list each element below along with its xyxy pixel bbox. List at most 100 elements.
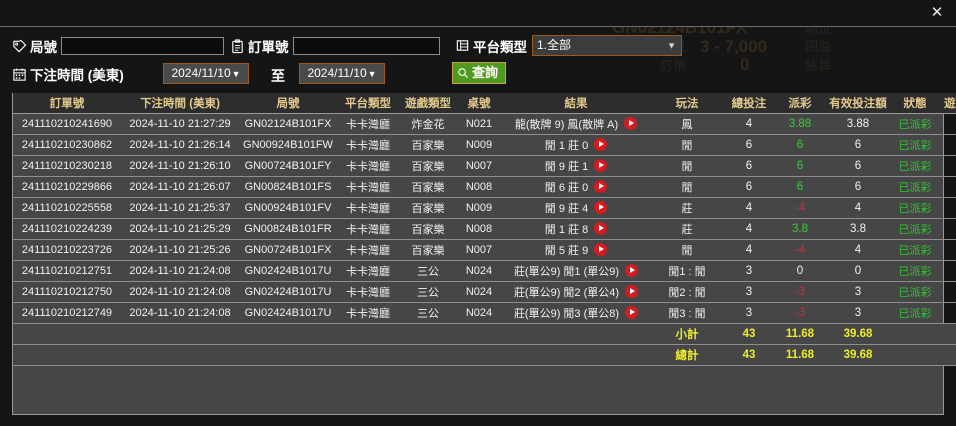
tag-icon (12, 39, 27, 54)
column-header-table_no[interactable]: 桌號 (457, 93, 501, 114)
cell-payout: -4 (794, 201, 806, 214)
cell-payout: -3 (794, 306, 806, 319)
summary-cell-game_mode (939, 323, 956, 344)
cell-result: 莊(單公9) 閒1 (單公9) (501, 260, 651, 281)
search-button-wrap: 查詢 (452, 62, 507, 84)
column-header-round_no[interactable]: 局號 (239, 93, 337, 114)
chevron-down-icon: ▼ (667, 40, 676, 50)
cell-status: 已派彩 (898, 160, 932, 173)
summary-cell-bet_time (121, 323, 239, 344)
cell-round_no: GN00924B101FV (244, 201, 332, 214)
summary-row: 小計 43 11.68 39.68 (13, 323, 956, 344)
column-header-result[interactable]: 結果 (501, 93, 651, 114)
summary-cell-platform_type (337, 344, 399, 365)
column-header-total_bet[interactable]: 總投注 (723, 93, 775, 114)
title-bar: ✕ (0, 0, 956, 27)
cell-play_type: 閒1 : 閒 (668, 265, 706, 278)
cell-status: 已派彩 (898, 202, 932, 215)
summary-cell-order_no (13, 344, 121, 365)
play-replay-icon[interactable] (625, 284, 639, 298)
column-header-platform_type[interactable]: 平台類型 (337, 93, 399, 114)
cell-bet_time: 2024-11-10 21:26:07 (129, 180, 231, 193)
cell-bet_time: 2024-11-10 21:25:37 (129, 201, 231, 214)
table-row[interactable]: 241110210225558 2024-11-10 21:25:37 GN0092… (13, 197, 956, 218)
cell-round_no: GN00824B101FS (244, 180, 332, 193)
bet-time-from-picker[interactable]: 2024/11/10▼ (163, 63, 249, 84)
bet-time-from-datebox[interactable]: 2024/11/10▼ (163, 63, 249, 84)
cell-round_no: GN02424B1017U (244, 264, 332, 277)
bet-time-to-picker[interactable]: 2024/11/10▼ (299, 63, 385, 84)
list-icon (455, 38, 470, 53)
play-replay-icon[interactable] (594, 158, 608, 172)
table-row[interactable]: 241110210223726 2024-11-10 21:25:26 GN0072… (13, 239, 956, 260)
cell-table_no: N007 (465, 159, 493, 172)
search-button[interactable]: 查詢 (452, 62, 507, 84)
cell-game_mode: - (939, 302, 956, 323)
platform-type-select[interactable]: 1.全部 ▼ (532, 35, 682, 56)
order-no-input[interactable] (292, 37, 440, 55)
cell-total_bet: 4 (745, 117, 753, 130)
platform-type-value: 1.全部 (537, 38, 572, 52)
table-row[interactable]: 241110210212750 2024-11-10 21:24:08 GN0242… (13, 281, 956, 302)
table-row[interactable]: 241110210229866 2024-11-10 21:26:07 GN0082… (13, 176, 956, 197)
platform-type-label: 平台類型 (473, 39, 527, 55)
play-replay-icon[interactable] (625, 305, 639, 319)
play-replay-icon[interactable] (594, 179, 608, 193)
column-header-payout[interactable]: 派彩 (775, 93, 825, 114)
cell-total_bet: 6 (745, 180, 753, 193)
column-header-bet_time[interactable]: 下注時間 (美東) (121, 93, 239, 114)
cell-platform_type: 卡卡灣廳 (346, 307, 390, 320)
play-replay-icon[interactable] (594, 221, 608, 235)
summary-cell-valid_bet: 39.68 (843, 327, 873, 340)
table-row[interactable]: 241110210241690 2024-11-10 21:27:29 GN0212… (13, 113, 956, 134)
bet-time-to-datebox[interactable]: 2024/11/10▼ (299, 63, 385, 84)
cell-bet_time: 2024-11-10 21:26:10 (129, 159, 231, 172)
column-header-valid_bet[interactable]: 有效投注額 (825, 93, 891, 114)
cell-table_no: N008 (465, 180, 493, 193)
close-icon[interactable]: ✕ (930, 4, 944, 21)
round-no-input[interactable] (61, 37, 224, 55)
cell-table_no: N009 (465, 201, 493, 214)
result-text: 閒 1 莊 0 (544, 139, 589, 152)
table-row[interactable]: 241110210212751 2024-11-10 21:24:08 GN0242… (13, 260, 956, 281)
column-header-game_type[interactable]: 遊戲類型 (399, 93, 457, 114)
column-header-status[interactable]: 狀態 (891, 93, 939, 114)
cell-order_no: 241110210241690 (21, 117, 113, 130)
search-icon (457, 67, 469, 79)
cell-round_no: GN02124B101FX (244, 117, 332, 130)
column-header-game_mode[interactable]: 遊戲模式 (939, 93, 956, 114)
play-replay-icon[interactable] (594, 242, 608, 256)
clipboard-icon (230, 38, 245, 54)
result-text: 莊(單公9) 閒2 (單公4) (513, 286, 620, 299)
table-row[interactable]: 241110210224239 2024-11-10 21:25:29 GN0082… (13, 218, 956, 239)
cell-round_no: GN00724B101FY (244, 159, 332, 172)
cell-order_no: 241110210212750 (21, 285, 113, 298)
cell-payout: 3.8 (792, 222, 808, 235)
play-replay-icon[interactable] (625, 263, 639, 277)
play-replay-icon[interactable] (594, 137, 608, 151)
cell-valid_bet: 3 (854, 285, 862, 298)
cell-total_bet: 3 (745, 264, 753, 277)
cell-total_bet: 6 (745, 159, 753, 172)
summary-cell-round_no (239, 344, 337, 365)
cell-payout: -3 (794, 285, 806, 298)
table-row[interactable]: 241110210230862 2024-11-10 21:26:14 GN0092… (13, 134, 956, 155)
filter-bar: 局號 訂單號 (0, 28, 956, 90)
cell-payout: 6 (796, 138, 804, 151)
cell-payout: -4 (794, 243, 806, 256)
cell-valid_bet: 0 (854, 264, 862, 277)
play-replay-icon[interactable] (624, 116, 638, 130)
column-header-order_no[interactable]: 訂單號 (13, 93, 121, 114)
cell-total_bet: 3 (745, 285, 753, 298)
summary-cell-result (501, 344, 651, 365)
column-header-play_type[interactable]: 玩法 (651, 93, 723, 114)
cell-total_bet: 4 (745, 222, 753, 235)
table-row[interactable]: 241110210230218 2024-11-10 21:26:10 GN0072… (13, 155, 956, 176)
cell-play_type: 閒 (681, 139, 693, 152)
cell-play_type: 莊 (681, 202, 693, 215)
cell-total_bet: 4 (745, 243, 753, 256)
table-row[interactable]: 241110210212749 2024-11-10 21:24:08 GN0242… (13, 302, 956, 323)
cell-game_mode: 多台 (939, 134, 956, 155)
play-replay-icon[interactable] (594, 200, 608, 214)
cell-status: 已派彩 (898, 139, 932, 152)
